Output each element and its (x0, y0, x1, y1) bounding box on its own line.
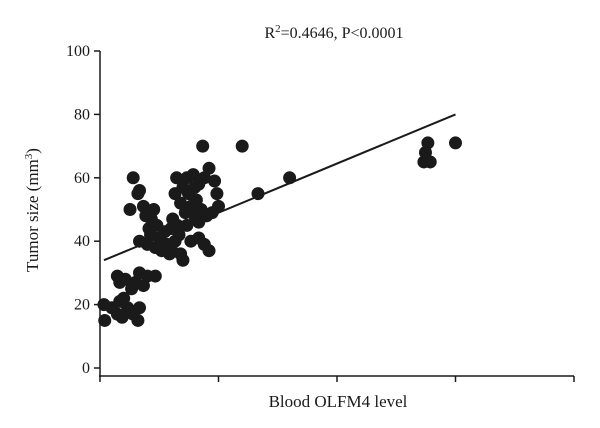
data-point (180, 218, 194, 232)
data-point (164, 241, 178, 255)
data-point (148, 269, 162, 283)
data-point (98, 313, 112, 327)
data-point (235, 139, 249, 153)
r2-label: R (264, 25, 275, 42)
r2-annotation: R2=0.4646, P<0.0001 (264, 23, 403, 42)
data-point (147, 203, 161, 216)
y-axis-title-main: Tumor size (mm (23, 159, 42, 272)
r2-value: =0.4646, P<0.0001 (281, 25, 404, 42)
y-axis-title-close: ) (23, 148, 42, 154)
y-axis-title: Tumor size (mm3) (23, 148, 42, 272)
data-point (192, 215, 206, 229)
data-point (251, 187, 265, 201)
data-point (212, 199, 225, 213)
data-point (210, 187, 224, 201)
x-axis-ticks (99, 376, 575, 382)
data-point (115, 310, 129, 324)
y-axis-ticks: 0 20 40 60 80 100 (66, 43, 100, 377)
y-tick-label: 100 (66, 43, 90, 60)
data-point (123, 203, 137, 216)
data-point (283, 171, 297, 185)
data-point (208, 174, 222, 188)
data-point (170, 171, 184, 185)
data-point (421, 136, 435, 150)
data-point (449, 136, 462, 150)
y-axis-title-superscript: 3 (23, 153, 35, 159)
data-point (133, 301, 146, 315)
data-point (176, 253, 190, 267)
y-tick-label: 20 (74, 297, 90, 314)
r2-superscript: 2 (275, 23, 281, 35)
data-point (202, 244, 216, 258)
data-point (133, 183, 146, 197)
data-point (118, 272, 132, 286)
y-tick-label: 40 (74, 233, 90, 250)
data-point (423, 155, 437, 169)
y-tick-label: 60 (74, 170, 90, 187)
data-point (202, 161, 216, 175)
data-point (131, 313, 145, 327)
data-point (172, 228, 186, 242)
data-points (97, 136, 462, 327)
data-point (186, 168, 200, 182)
data-point (196, 139, 210, 153)
y-tick-label: 0 (82, 360, 90, 377)
data-point (126, 171, 140, 185)
x-axis-title: Blood OLFM4 level (269, 392, 408, 411)
y-tick-label: 80 (74, 106, 90, 123)
